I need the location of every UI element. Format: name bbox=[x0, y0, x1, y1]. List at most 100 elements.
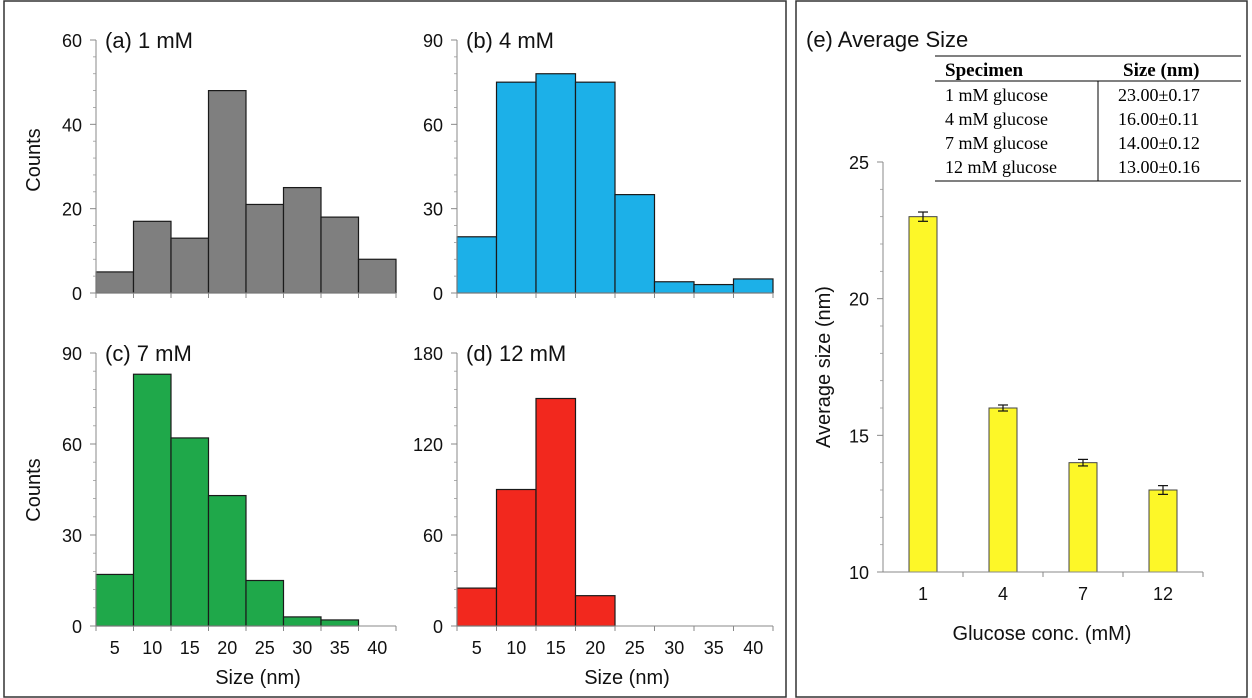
chart-a-bar-2 bbox=[132, 220, 172, 294]
chart-a-bar-3 bbox=[170, 237, 210, 294]
chart-e-y-label: Average size (nm) bbox=[813, 286, 835, 448]
chart-c-bar-6 bbox=[282, 616, 322, 627]
table-header-size: Size (nm) bbox=[1123, 60, 1200, 81]
chart-c-x-tick-label-20: 20 bbox=[217, 638, 237, 658]
chart-e-x-tick-label-4: 4 bbox=[998, 584, 1008, 604]
histogram-d: 0 60 120 180 5 10 15 20 25 30 35 40 (d) 12 mM Size (n… bbox=[413, 341, 774, 689]
right-panel-frame bbox=[795, 0, 1248, 698]
chart-e-y-tick-label-25: 25 bbox=[849, 153, 869, 173]
chart-b-bar-8 bbox=[732, 278, 774, 294]
chart-b-bar-1 bbox=[456, 236, 498, 294]
chart-c-bar-4 bbox=[207, 494, 247, 627]
chart-e-x-tick-label-12: 12 bbox=[1153, 584, 1173, 604]
chart-c-title: (c) 7 mM bbox=[105, 341, 192, 366]
chart-e-y-tick-label-10: 10 bbox=[849, 563, 869, 583]
size-table: Specimen Size (nm) 1 mM glucose 23.00±0.… bbox=[935, 55, 1241, 182]
chart-d-x-label: Size (nm) bbox=[584, 667, 670, 689]
table-cell-size-3: 14.00±0.12 bbox=[1118, 133, 1200, 153]
chart-c-x-tick-label-5: 5 bbox=[110, 638, 120, 658]
chart-a-bar-5 bbox=[245, 203, 285, 294]
chart-e-y-tick-label-20: 20 bbox=[849, 290, 869, 310]
chart-d-y-tick-label-0: 0 bbox=[433, 617, 443, 637]
chart-c-x-tick-label-10: 10 bbox=[142, 638, 162, 658]
chart-c-x-label: Size (nm) bbox=[215, 667, 301, 689]
chart-d-bar-3 bbox=[535, 397, 577, 627]
chart-d-x-tick-label-40: 40 bbox=[743, 638, 763, 658]
chart-c-bar-3 bbox=[170, 437, 210, 627]
chart-a-bar-6 bbox=[282, 186, 322, 294]
table-cell-specimen-4: 12 mM glucose bbox=[945, 157, 1057, 177]
chart-c-x-tick-label-15: 15 bbox=[180, 638, 200, 658]
chart-c-x-tick-label-30: 30 bbox=[292, 638, 312, 658]
chart-d-x-tick-label-10: 10 bbox=[506, 638, 526, 658]
chart-b-bar-6 bbox=[653, 281, 695, 294]
histogram-b: 0 30 60 90 (b) 4 mM bbox=[423, 28, 774, 304]
chart-b-bar-3 bbox=[535, 73, 577, 294]
chart-e-y-tick-label-15: 15 bbox=[849, 426, 869, 446]
table-cell-specimen-2: 4 mM glucose bbox=[945, 109, 1048, 129]
chart-d-bar-2 bbox=[495, 488, 537, 627]
chart-d-bar-4 bbox=[574, 595, 616, 627]
table-cell-size-2: 16.00±0.11 bbox=[1118, 109, 1199, 129]
chart-e-x-tick-label-1: 1 bbox=[918, 584, 928, 604]
chart-e-bar-7 bbox=[1068, 462, 1098, 573]
chart-b-y-tick-label-30: 30 bbox=[423, 200, 443, 220]
chart-e-x-label: Glucose conc. (mM) bbox=[953, 623, 1132, 645]
chart-d-x-tick-label-30: 30 bbox=[664, 638, 684, 658]
chart-b-y-tick-label-60: 60 bbox=[423, 115, 443, 135]
chart-e-x-tick-label-7: 7 bbox=[1078, 584, 1088, 604]
chart-a-y-label: Counts bbox=[23, 128, 45, 191]
chart-c-bar-2 bbox=[132, 373, 172, 627]
chart-d-y-tick-label-180: 180 bbox=[413, 344, 443, 364]
table-cell-size-4: 13.00±0.16 bbox=[1118, 157, 1200, 177]
chart-a-y-tick-label-60: 60 bbox=[62, 31, 82, 51]
chart-b-bar-7 bbox=[693, 283, 735, 294]
chart-b-bar-5 bbox=[614, 194, 656, 294]
average-size-chart: 1 4 7 12 10 15 20 25 Average size (nm) Glucose co… bbox=[813, 153, 1204, 645]
chart-a-y-tick-label-20: 20 bbox=[62, 200, 82, 220]
chart-d-x-tick-label-5: 5 bbox=[472, 638, 482, 658]
chart-b-title: (b) 4 mM bbox=[466, 28, 554, 53]
chart-c-x-tick-label-35: 35 bbox=[330, 638, 350, 658]
chart-c-bar-5 bbox=[245, 579, 285, 627]
chart-a-bar-1 bbox=[95, 271, 135, 294]
chart-d-y-tick-label-60: 60 bbox=[423, 526, 443, 546]
chart-c-y-tick-label-60: 60 bbox=[62, 435, 82, 455]
chart-d-x-tick-label-35: 35 bbox=[704, 638, 724, 658]
chart-e-bar-12 bbox=[1148, 489, 1178, 573]
chart-d-bar-1 bbox=[456, 587, 498, 627]
chart-d-title: (d) 12 mM bbox=[466, 341, 566, 366]
chart-a-bar-4 bbox=[207, 89, 247, 294]
chart-d-x-tick-label-20: 20 bbox=[585, 638, 605, 658]
chart-a-title: (a) 1 mM bbox=[105, 28, 193, 53]
chart-a-bar-7 bbox=[320, 216, 360, 294]
chart-c-y-label: Counts bbox=[23, 458, 45, 521]
table-cell-specimen-1: 1 mM glucose bbox=[945, 85, 1048, 105]
chart-e-bar-1 bbox=[908, 216, 938, 573]
chart-a-bar-8 bbox=[357, 258, 397, 294]
chart-d-x-tick-label-25: 25 bbox=[625, 638, 645, 658]
histogram-c: 0 30 60 90 5 10 15 20 25 30 35 40 (c) 7 mM Counts Size… bbox=[23, 341, 397, 689]
chart-b-bar-2 bbox=[495, 81, 537, 294]
table-header-specimen: Specimen bbox=[945, 60, 1024, 81]
table-cell-size-1: 23.00±0.17 bbox=[1118, 85, 1200, 105]
chart-c-y-tick-label-0: 0 bbox=[72, 617, 82, 637]
chart-a-y-tick-label-0: 0 bbox=[72, 284, 82, 304]
chart-c-x-tick-label-40: 40 bbox=[367, 638, 387, 658]
chart-c-bar-7 bbox=[320, 619, 360, 627]
chart-b-y-tick-label-0: 0 bbox=[433, 284, 443, 304]
chart-a-y-tick-label-40: 40 bbox=[62, 115, 82, 135]
chart-b-y-tick-label-90: 90 bbox=[423, 31, 443, 51]
table-cell-specimen-3: 7 mM glucose bbox=[945, 133, 1048, 153]
chart-b-bar-4 bbox=[574, 81, 616, 294]
chart-d-x-tick-label-15: 15 bbox=[546, 638, 566, 658]
chart-d-y-tick-label-120: 120 bbox=[413, 435, 443, 455]
left-panel-frame bbox=[3, 0, 787, 698]
chart-title-e: (e) Average Size bbox=[806, 27, 968, 52]
chart-c-x-tick-label-25: 25 bbox=[255, 638, 275, 658]
chart-c-bar-1 bbox=[95, 573, 135, 627]
chart-e-bar-4 bbox=[988, 407, 1018, 573]
histogram-a: 0 20 40 60 (a) 1 mM Counts bbox=[23, 28, 397, 304]
chart-c-y-tick-label-90: 90 bbox=[62, 344, 82, 364]
